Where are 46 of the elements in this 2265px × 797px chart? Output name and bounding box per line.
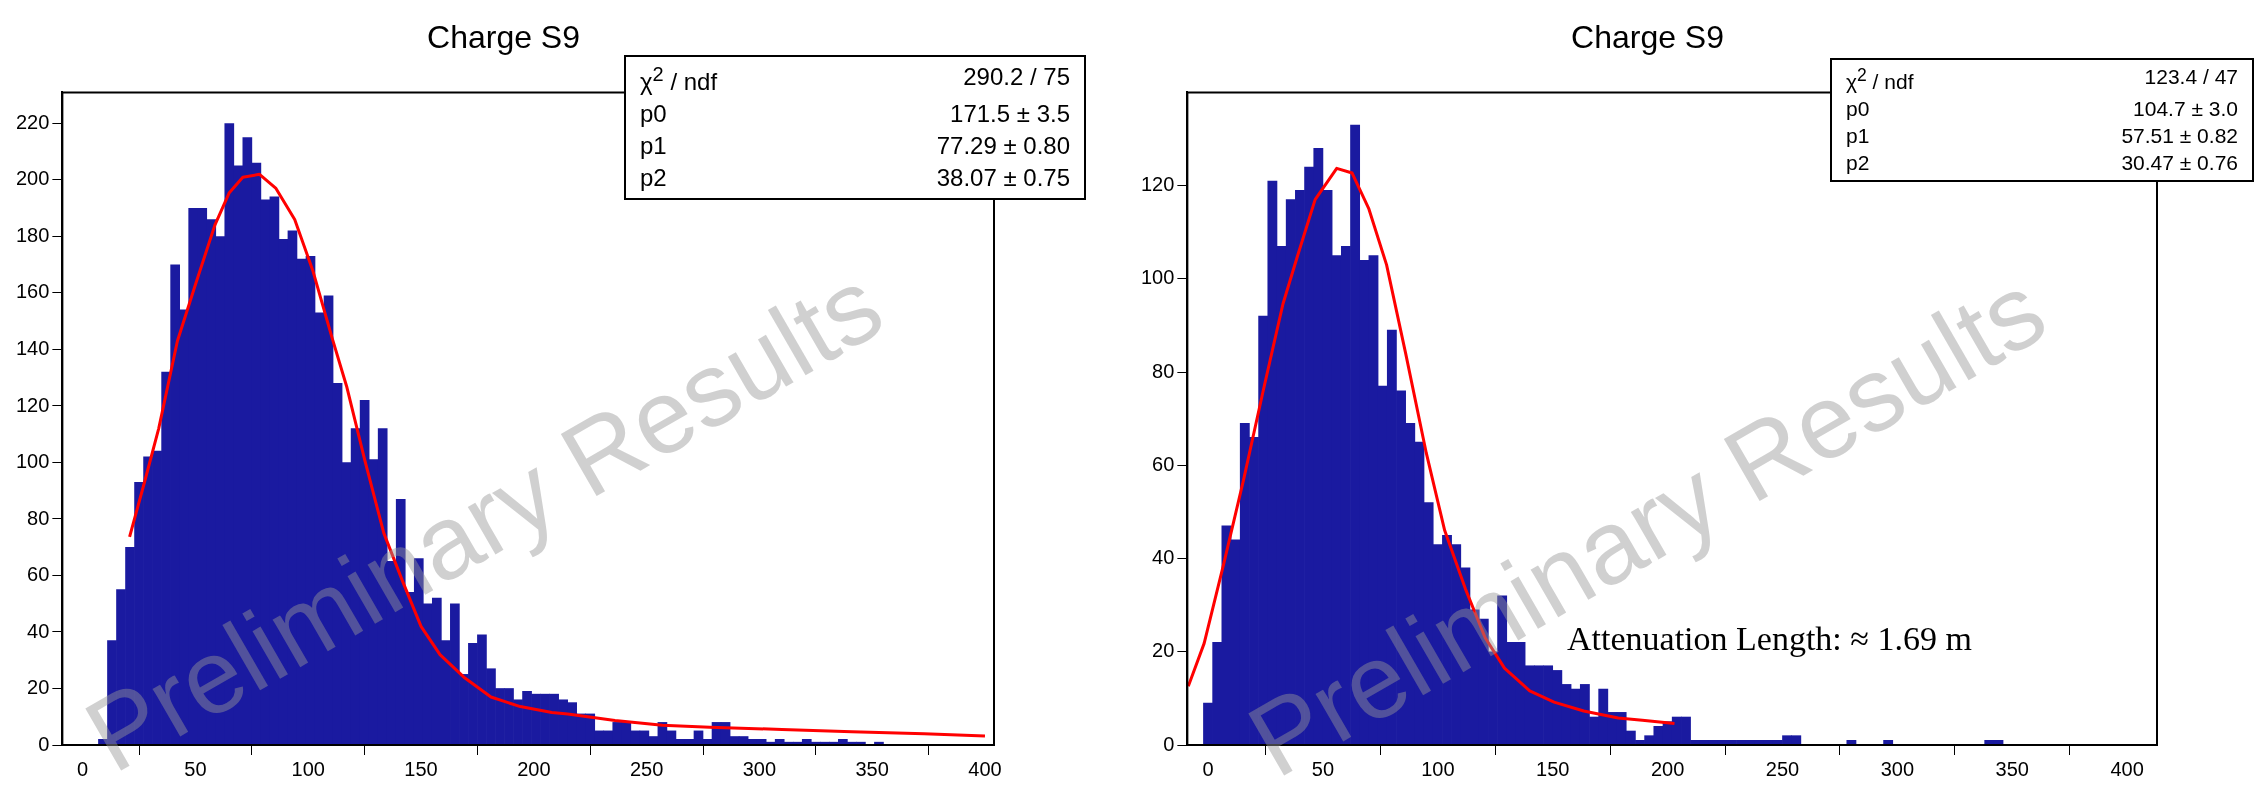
y-tick-label: 140 [15,337,50,359]
x-tick-label: 250 [629,757,664,780]
y-tick-label: 120 [1140,173,1175,196]
annotation: 38.07 ± 0.75 [935,164,1070,192]
x-tick-label: 300 [742,757,777,780]
text: 290.2 / 75 [962,63,1070,92]
annotation: 57.51 ± 0.82 [2120,123,2238,148]
annotation: 77.29 ± 0.80 [935,132,1070,160]
x-tick-label: 350 [855,757,889,780]
y-tick-label: 40 [1152,546,1175,569]
y-tick-label: 160 [15,280,50,303]
annotation: 104.7 ± 3.0 [2132,97,2238,122]
annotation: p1 [1846,123,1871,148]
annotation: p2 [640,164,668,192]
y-tick-label: 200 [15,167,50,190]
y-tick-label: 100 [15,450,50,472]
annotation: 171.5 ± 3.5 [949,100,1070,128]
annotation: p1 [640,132,668,160]
y-tick-label: 0 [38,732,50,755]
y-tick-label: 180 [15,224,50,246]
y-tick-label: 20 [27,676,50,699]
y-tick-label: 20 [1152,639,1175,662]
y-tick-label: 120 [15,393,50,416]
chart-title: Charge S9 [427,19,580,56]
y-tick-label: 60 [1152,452,1175,475]
y-tick-label: 40 [27,619,50,642]
x-tick-label: 250 [1765,757,1800,780]
y-tick-label: 60 [27,563,50,586]
y-tick-label: 0 [1163,732,1175,755]
y-tick-label: 220 [15,110,50,133]
x-tick-label: 400 [2110,757,2144,780]
annotation: p0 [1846,97,1871,122]
chart-title: Charge S9 [1571,19,1724,56]
annotation: χ$^{2}$ / ndf [640,63,719,96]
annotation: 30.47 ± 0.76 [2120,150,2238,175]
y-tick-label: 80 [1152,359,1175,382]
x-tick-label: 350 [1995,757,2029,780]
y-tick-label: 80 [27,506,50,529]
x-tick-label: 300 [1880,757,1915,780]
annotation: p0 [640,100,668,128]
x-tick-label: 400 [968,757,1002,780]
text: 123.4 / 47 [2143,65,2238,91]
x-tick-label: 0 [1202,757,1214,780]
annotation: p2 [1846,150,1871,175]
y-tick-label: 100 [1140,266,1175,289]
annotation: χ$^{2}$ / ndf [1846,65,1915,95]
